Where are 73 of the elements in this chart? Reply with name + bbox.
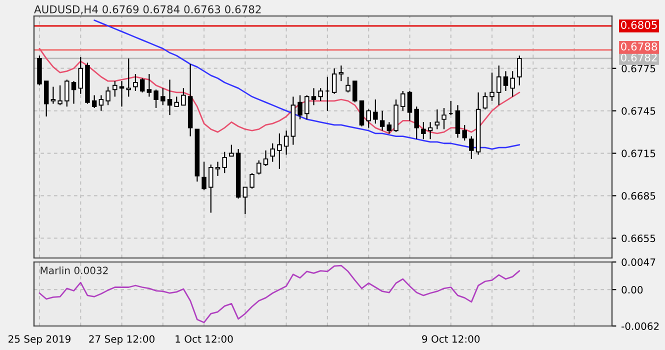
candlestick <box>400 90 406 112</box>
candlestick <box>517 55 522 86</box>
candlestick <box>503 70 508 92</box>
candlestick <box>50 86 56 104</box>
candlestick <box>71 80 76 104</box>
candlestick <box>414 106 419 140</box>
candlestick <box>146 73 152 98</box>
candlestick <box>222 151 227 174</box>
candlestick <box>215 161 220 176</box>
candlestick <box>462 124 467 142</box>
y-tick-label: 0.00 <box>622 286 643 294</box>
chart-title: Marlin 0.0032 <box>40 266 108 274</box>
candlestick <box>44 80 49 118</box>
ref-line-label: 0.6788 <box>621 42 658 51</box>
candlestick <box>482 92 488 110</box>
candlestick <box>270 142 275 162</box>
candlestick <box>140 78 145 93</box>
y-tick-label: 0.0047 <box>622 258 656 266</box>
candlestick <box>256 160 262 176</box>
y-tick-label: 0.6745 <box>622 107 656 115</box>
candlestick <box>380 110 385 132</box>
candlestick <box>407 90 412 122</box>
x-tick-label: 25 Sep 2019 <box>8 335 70 345</box>
x-tick-label: 27 Sep 12:00 <box>89 335 154 345</box>
y-tick-label: 0.6655 <box>622 234 656 242</box>
candlestick <box>298 94 302 120</box>
candlestick <box>496 64 502 106</box>
line-series <box>94 20 520 150</box>
chart-title: AUDUSD,H4 0.6769 0.6784 0.6763 0.6782 <box>34 5 261 14</box>
x-tick-label: 9 Oct 12:00 <box>422 335 480 343</box>
candlestick <box>229 144 234 157</box>
ref-line-label: 0.6782 <box>621 53 657 62</box>
candlestick <box>106 86 110 106</box>
candlestick <box>311 88 316 106</box>
candlestick <box>338 64 344 82</box>
candlestick <box>373 98 378 124</box>
y-tick-label: 0.6775 <box>622 64 656 72</box>
candlestick <box>284 130 289 156</box>
y-tick-label: -0.0062 <box>622 322 659 330</box>
candlestick <box>242 186 248 215</box>
candlestick <box>112 80 118 98</box>
candlestick <box>352 80 358 103</box>
candlestick <box>510 70 515 98</box>
ref-line-label: 0.6805 <box>621 20 657 30</box>
candlestick <box>133 73 138 92</box>
candlestick <box>428 122 433 140</box>
candlestick <box>58 84 62 106</box>
candlestick <box>442 107 446 130</box>
candlestick <box>277 132 282 170</box>
candlestick <box>434 108 440 130</box>
y-tick-label: 0.6715 <box>622 150 656 158</box>
candlestick <box>346 76 350 93</box>
candlestick <box>332 68 337 94</box>
candlestick <box>92 94 97 109</box>
candlestick <box>250 172 254 190</box>
candlestick <box>304 94 310 120</box>
candlestick <box>126 58 131 98</box>
candlestick <box>208 164 214 214</box>
y-tick-label: 0.6685 <box>622 192 656 200</box>
candlestick <box>64 79 70 108</box>
candlestick <box>386 122 392 134</box>
candlestick <box>421 122 426 140</box>
candlestick <box>181 88 186 106</box>
candlestick <box>174 96 179 108</box>
candlestick <box>263 150 268 167</box>
x-tick-label: 1 Oct 12:00 <box>176 335 233 343</box>
candlestick <box>167 79 172 116</box>
candlestick <box>154 89 158 109</box>
candlestick <box>98 94 104 112</box>
candlestick <box>469 136 474 160</box>
candlestick <box>318 88 323 102</box>
candlestick <box>455 104 460 138</box>
line-series <box>38 264 520 324</box>
